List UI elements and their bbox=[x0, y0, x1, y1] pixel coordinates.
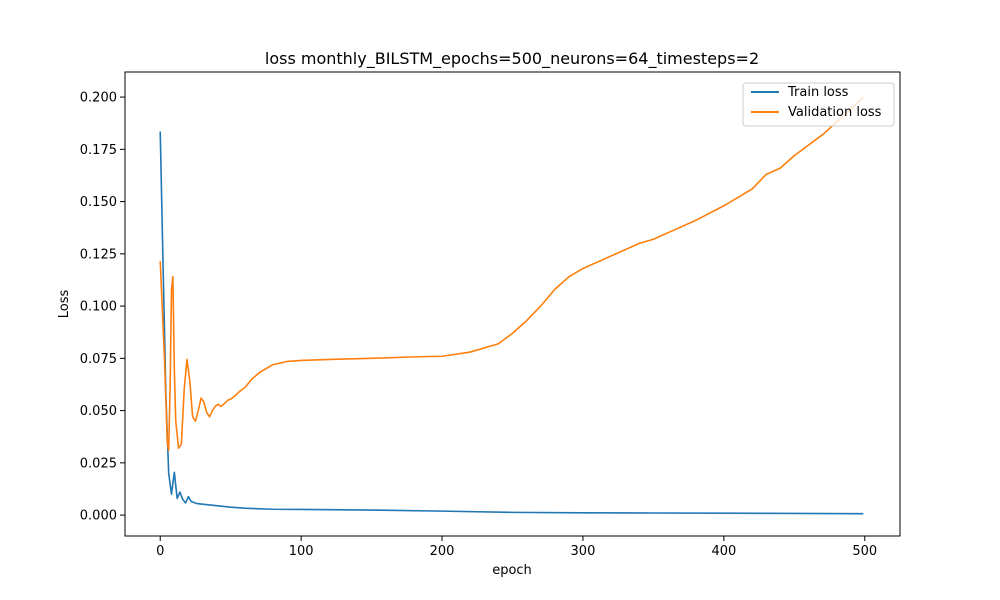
legend-label-validation: Validation loss bbox=[788, 105, 882, 120]
x-axis-label: epoch bbox=[492, 563, 532, 578]
legend: Train loss Validation loss bbox=[742, 82, 895, 127]
series-line-validation-loss bbox=[159, 96, 864, 452]
x-tick-label: 300 bbox=[571, 544, 596, 559]
y-tick-label: 0.050 bbox=[80, 404, 117, 419]
x-tick-label: 0 bbox=[156, 544, 164, 559]
y-tick-label: 0.000 bbox=[80, 509, 117, 524]
y-tick-label: 0.175 bbox=[80, 143, 117, 158]
y-tick-label: 0.125 bbox=[80, 247, 117, 262]
series-line-train-loss bbox=[159, 131, 864, 515]
y-tick-label: 0.200 bbox=[80, 91, 117, 106]
plot-area: 0 100 200 300 400 500 0.000 0.025 0.050 0.075 0.10… bbox=[80, 71, 901, 559]
y-tick-label: 0.025 bbox=[80, 456, 117, 471]
axes-frame bbox=[124, 71, 901, 537]
y-axis-label: Loss bbox=[57, 290, 72, 319]
legend-label-train: Train loss bbox=[787, 85, 849, 100]
legend-box bbox=[742, 82, 895, 127]
x-tick-label: 500 bbox=[852, 544, 877, 559]
chart-title: loss monthly_BILSTM_epochs=500_neurons=6… bbox=[265, 49, 759, 69]
y-tick-label: 0.100 bbox=[80, 300, 117, 315]
y-tick-label: 0.150 bbox=[80, 195, 117, 210]
x-tick-label: 100 bbox=[289, 544, 314, 559]
x-tick-label: 400 bbox=[711, 544, 736, 559]
y-tick-label: 0.075 bbox=[80, 352, 117, 367]
x-tick-label: 200 bbox=[430, 544, 455, 559]
